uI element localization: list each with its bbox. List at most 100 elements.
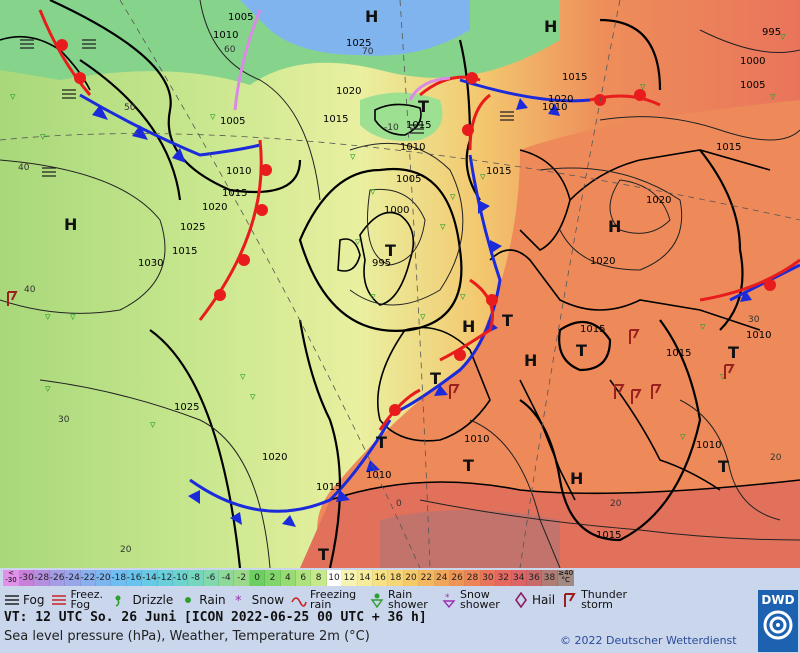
pressure-label: 1010 [696,440,721,451]
pressure-label: 1005 [396,174,421,185]
legend-snow: * Snow [232,592,284,608]
pressure-label: 1015 [716,142,741,153]
high-center: H [524,351,537,370]
pressure-label: 1020 [336,86,361,97]
pressure-label: 1005 [220,116,245,127]
svg-text:*: * [445,593,450,603]
legend-hail-label: Hail [532,593,556,607]
legend-thunderstorm-label: Thunder storm [581,588,627,611]
svg-text:▿: ▿ [440,220,446,233]
svg-text:▿: ▿ [10,90,16,103]
pressure-label: 1010 [542,102,567,113]
temperature-region-icelandic [360,92,443,141]
legend-rain: Rain [179,592,226,608]
temperature-label: 20 [120,545,132,555]
high-center: H [365,7,378,26]
rain-shower-icon [370,593,384,608]
low-center: T [318,545,329,564]
scale-cell: -22 [80,570,96,586]
scale-cell: 4 [280,570,297,586]
rain-icon [185,597,192,603]
pressure-label: 1010 [213,30,238,41]
svg-text:▿: ▿ [350,150,356,163]
svg-text:▿: ▿ [420,310,426,323]
legend-rain-shower-label: Rain shower [388,588,428,611]
scale-cell: 12 [342,570,358,586]
thunder-symbols [7,291,735,404]
scale-cell: 34 [511,570,527,586]
svg-text:▿: ▿ [450,190,456,203]
svg-text:▿: ▿ [700,320,706,333]
high-center: H [608,217,621,236]
pressure-label: 995 [762,27,781,38]
pressure-label: 1025 [346,38,371,49]
svg-text:▿: ▿ [45,382,51,395]
scale-cell: 32 [496,570,512,586]
valid-time-title: VT: 12 UTC So. 26 Juni [ICON 2022-06-25 … [4,610,427,625]
scale-cell: 8 [311,570,327,586]
freezing-fog-icon [52,595,67,605]
legend-freezing-fog-label: Freez. Fog [70,588,104,611]
pressure-label: 1000 [384,205,409,216]
fog-symbols [20,39,514,177]
snow-shower-icon: * [442,593,456,608]
pressure-label: 1010 [400,142,425,153]
scale-cell: 14 [357,570,373,586]
pressure-label: 995 [372,258,391,269]
low-center: T [430,369,441,388]
pressure-label: 1020 [262,452,287,463]
pressure-label: 1015 [596,530,621,541]
pressure-label: 1020 [202,202,227,213]
scale-cell: 24 [434,570,450,586]
scale-cell: -4 [219,570,235,586]
legend-rain-shower: Rain shower [368,588,434,611]
legend-thunderstorm: Thunder storm [561,588,631,611]
svg-text:▿: ▿ [780,30,786,43]
scale-cell: 2 [265,570,281,586]
scale-cell: -24 [65,570,81,586]
occlusion [233,9,451,111]
svg-text:▿: ▿ [460,290,466,303]
svg-text:*: * [235,594,242,608]
pressure-label: 1020 [548,94,573,105]
pressure-label: 1020 [646,195,671,206]
scale-cell: -14 [142,570,158,586]
pressure-label: 1005 [740,80,765,91]
pressure-label: 1015 [323,114,348,125]
pressure-label: 1010 [226,166,251,177]
freezing-rain-icon [291,597,307,607]
scale-cell: 6 [296,570,312,586]
temperature-label: -10 [384,123,399,133]
hail-icon [515,592,528,608]
scale-cell: -16 [126,570,143,586]
warm-front-bumps [56,39,776,416]
pressure-label: 1025 [174,402,199,413]
low-center: T [385,241,396,260]
temperature-region-frost [240,0,470,56]
weather-map: ▿ ▿ ▿ ▿ ▿ ▿ ▿ ▿ ▿ ▿ ▿ ▿ ▿ ▿ ▿ ▿ ▿ ▿ ▿ ▿ ▿ ▿ ▿ ▿ 1005 101… [0,0,800,568]
temperature-label: 20 [610,499,622,509]
high-center: H [462,317,475,336]
legend-freezing-rain: Freezing rain [290,589,362,610]
scale-left-cap-symbol: < [8,569,14,577]
pressure-label: 1010 [366,470,391,481]
svg-text:▿: ▿ [720,370,726,383]
svg-text:▿: ▿ [70,310,76,323]
scale-cell: -26 [49,570,66,586]
svg-text:▿: ▿ [210,110,216,123]
temperature-label: 20 [770,453,782,463]
scale-cell: 38 [542,570,558,586]
temperature-label: 50 [124,103,136,113]
pressure-labels: 1005 1010 1025 1020 1005 1015 1015 1010 … [138,12,781,541]
scale-cell: 10 [326,570,343,586]
scale-cells: -30 -28 -26 -24 -22 -20 -18 -16 -14 -12 -10 -8 -6 -4-… [19,570,558,586]
pressure-label: 1015 [172,246,197,257]
pressure-label: 1015 [562,72,587,83]
high-center: H [544,17,557,36]
temperature-label: 0 [396,499,402,509]
dwd-logo: DWD [758,590,798,652]
legend-fog: Fog [3,592,44,608]
dwd-logo-text: DWD [761,593,795,607]
scale-cell: 28 [465,570,481,586]
